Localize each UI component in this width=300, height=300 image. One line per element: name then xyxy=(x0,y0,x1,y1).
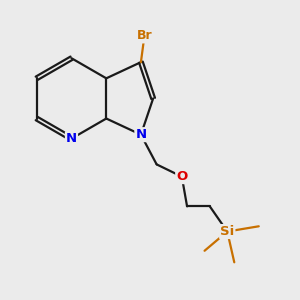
Text: Br: Br xyxy=(136,29,152,42)
Text: N: N xyxy=(135,128,146,141)
Text: N: N xyxy=(66,132,77,145)
Text: Si: Si xyxy=(220,225,234,238)
Text: O: O xyxy=(176,170,188,183)
